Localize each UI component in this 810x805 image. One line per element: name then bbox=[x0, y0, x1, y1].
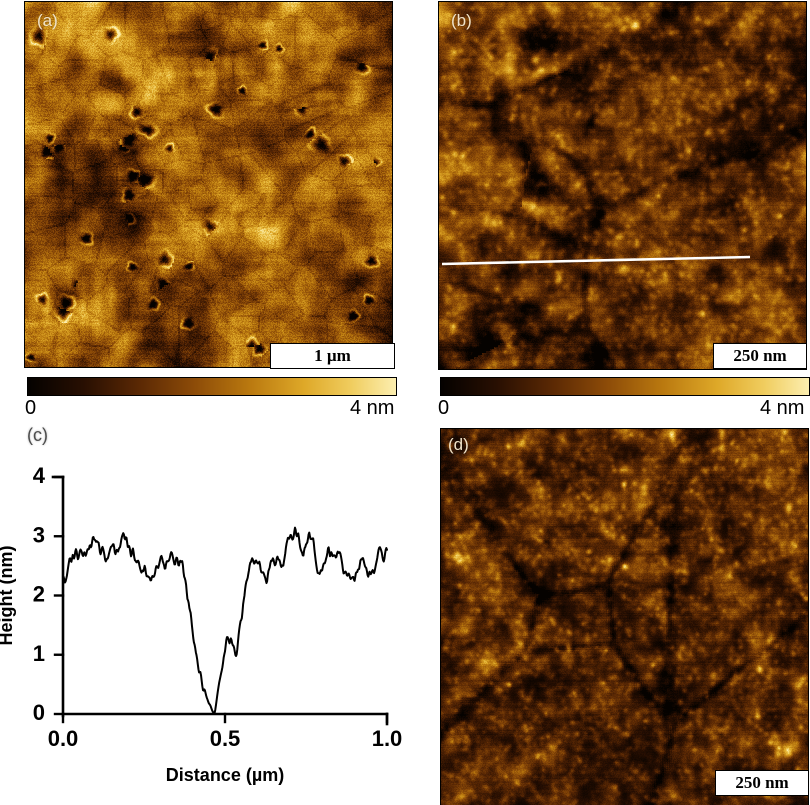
svg-text:3: 3 bbox=[33, 522, 45, 547]
svg-text:1: 1 bbox=[33, 641, 45, 666]
svg-text:0.5: 0.5 bbox=[210, 726, 241, 751]
svg-text:2: 2 bbox=[33, 582, 45, 607]
svg-text:0.0: 0.0 bbox=[48, 726, 79, 751]
svg-text:1.0: 1.0 bbox=[372, 726, 403, 751]
svg-text:Distance (µm): Distance (µm) bbox=[166, 765, 284, 785]
svg-text:0: 0 bbox=[33, 700, 45, 725]
svg-text:4: 4 bbox=[33, 463, 46, 488]
svg-text:Height (nm): Height (nm) bbox=[0, 546, 16, 646]
